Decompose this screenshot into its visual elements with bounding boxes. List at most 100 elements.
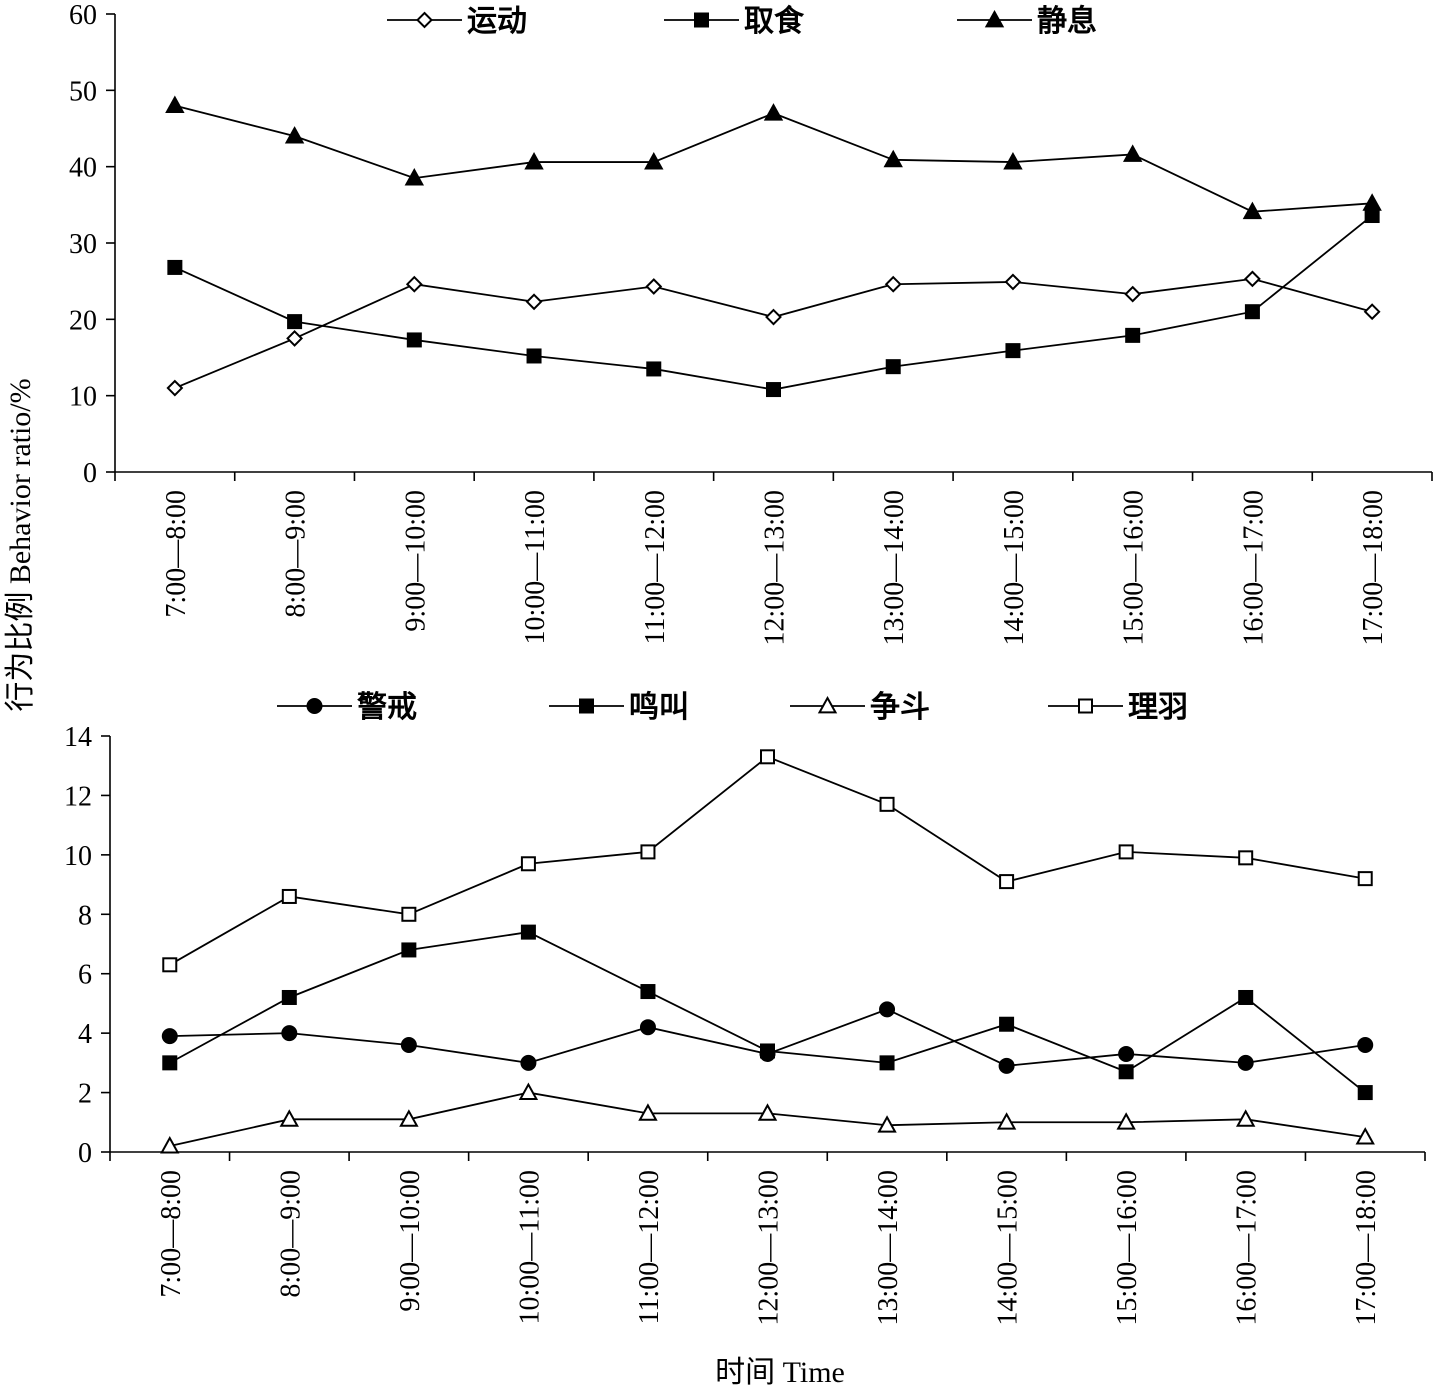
x-tick-label: 8:00—9:00 bbox=[281, 490, 312, 618]
data-point-vigilance bbox=[520, 1054, 537, 1071]
data-point-locomotion bbox=[405, 275, 423, 293]
data-point-calling bbox=[162, 1055, 178, 1071]
data-point-fighting bbox=[757, 1103, 778, 1121]
x-tick-label: 10:00—11:00 bbox=[514, 1170, 545, 1325]
data-point-resting bbox=[165, 95, 185, 113]
data-point-resting bbox=[883, 149, 903, 168]
chart-panel-top: 0 10 20 30 40 50 60 7:00—8:00 8:00—9:00 9:00—10:0… bbox=[69, 0, 1433, 646]
x-tick-label: 12:00—13:00 bbox=[760, 490, 791, 646]
data-point-feeding bbox=[1244, 304, 1260, 320]
x-axis-title: 时间 Time bbox=[715, 1356, 845, 1389]
data-point-fighting bbox=[638, 1103, 658, 1121]
legend-label-locomotion: 运动 bbox=[467, 5, 527, 38]
series-line-locomotion bbox=[174, 277, 1373, 389]
data-point-fighting bbox=[160, 1136, 180, 1154]
series-line-preening bbox=[169, 755, 1366, 966]
series-line-resting bbox=[174, 104, 1373, 213]
legend-marker-resting bbox=[984, 9, 1005, 28]
data-point-locomotion bbox=[1124, 285, 1142, 303]
data-point-locomotion bbox=[1243, 270, 1261, 288]
data-point-calling bbox=[640, 984, 656, 1000]
data-point-locomotion bbox=[645, 278, 663, 295]
data-point-calling bbox=[760, 1043, 775, 1059]
y-tick-label: 10 bbox=[69, 382, 97, 413]
legend-marker-locomotion bbox=[416, 11, 433, 29]
data-point-resting bbox=[524, 152, 544, 170]
y-tick-label: 8 bbox=[78, 900, 92, 931]
y-tick-label: 0 bbox=[78, 1138, 92, 1169]
data-point-vigilance bbox=[1118, 1045, 1135, 1062]
data-point-feeding bbox=[766, 382, 781, 398]
data-point-resting bbox=[1122, 144, 1143, 162]
data-point-resting bbox=[1362, 193, 1382, 211]
legend-label-feeding: 取食 bbox=[744, 4, 805, 38]
data-point-preening bbox=[281, 888, 297, 904]
data-point-feeding bbox=[1125, 327, 1141, 343]
data-point-calling bbox=[281, 989, 297, 1005]
data-point-feeding bbox=[1005, 343, 1021, 359]
legend-label-calling: 鸣叫 bbox=[629, 691, 689, 724]
data-point-fighting bbox=[1116, 1112, 1136, 1130]
y-tick-label: 6 bbox=[78, 960, 92, 991]
x-tick-label: 15:00—16:00 bbox=[1112, 1170, 1143, 1326]
x-tick-label: 17:00—18:00 bbox=[1351, 1170, 1382, 1326]
data-point-locomotion bbox=[1004, 273, 1022, 291]
data-point-resting bbox=[644, 152, 664, 170]
data-point-feeding bbox=[885, 359, 901, 375]
x-tick-label: 14:00—15:00 bbox=[999, 490, 1030, 646]
y-tick-label: 20 bbox=[69, 305, 97, 336]
chart-panel-bottom: 0 2 4 6 8 10 12 14 7:00—8:00 8:00—9:00 9:00—10:00 1… bbox=[64, 690, 1426, 1326]
data-point-feeding bbox=[526, 348, 542, 364]
data-point-vigilance bbox=[161, 1028, 178, 1045]
legend-marker-calling bbox=[579, 698, 594, 714]
y-tick-label: 4 bbox=[78, 1019, 92, 1050]
x-tick-label: 14:00—15:00 bbox=[993, 1170, 1024, 1326]
x-tick-label: 13:00—14:00 bbox=[873, 1170, 904, 1326]
x-tick-label: 8:00—9:00 bbox=[275, 1170, 306, 1298]
data-point-calling bbox=[401, 942, 417, 958]
y-tick-label: 14 bbox=[64, 722, 92, 753]
data-point-locomotion bbox=[884, 275, 902, 293]
legend-label-fighting: 争斗 bbox=[870, 691, 930, 724]
data-point-locomotion bbox=[1363, 303, 1381, 321]
y-tick-label: 12 bbox=[64, 781, 92, 812]
x-tick-label: 16:00—17:00 bbox=[1238, 490, 1269, 646]
data-point-preening bbox=[1357, 871, 1373, 887]
data-point-calling bbox=[1118, 1064, 1134, 1080]
data-point-preening bbox=[401, 906, 417, 922]
x-tick-label: 17:00—18:00 bbox=[1358, 490, 1389, 646]
data-point-preening bbox=[640, 844, 656, 860]
data-point-vigilance bbox=[400, 1037, 417, 1054]
x-tick-label: 9:00—10:00 bbox=[395, 1170, 426, 1312]
data-point-fighting bbox=[518, 1082, 539, 1100]
data-point-calling bbox=[999, 1016, 1015, 1032]
legend-label-vigilance: 警戒 bbox=[357, 690, 417, 724]
data-point-feeding bbox=[1364, 208, 1380, 224]
x-tick-label: 11:00—12:00 bbox=[634, 1170, 665, 1325]
y-tick-label: 0 bbox=[83, 458, 97, 489]
y-tick-label: 10 bbox=[64, 841, 92, 872]
x-tick-label: 11:00—12:00 bbox=[640, 490, 671, 645]
data-point-vigilance bbox=[879, 1001, 896, 1018]
data-point-fighting bbox=[877, 1115, 897, 1133]
data-point-locomotion bbox=[286, 330, 304, 347]
y-tick-label: 60 bbox=[69, 0, 97, 31]
data-point-preening bbox=[1118, 844, 1134, 860]
data-point-vigilance bbox=[1357, 1037, 1374, 1054]
data-point-locomotion bbox=[166, 379, 184, 397]
data-point-feeding bbox=[287, 314, 303, 330]
data-point-fighting bbox=[279, 1109, 300, 1127]
legend-label-resting: 静息 bbox=[1037, 4, 1097, 38]
data-point-feeding bbox=[646, 361, 662, 377]
data-point-resting bbox=[1003, 152, 1023, 170]
legend-marker-fighting bbox=[817, 695, 838, 714]
y-tick-label: 2 bbox=[78, 1079, 92, 1110]
data-point-feeding bbox=[406, 332, 422, 348]
data-point-calling bbox=[1357, 1085, 1373, 1101]
data-point-calling bbox=[879, 1055, 895, 1071]
y-tick-label: 50 bbox=[69, 76, 97, 107]
data-point-fighting bbox=[1235, 1109, 1256, 1127]
x-tick-label: 7:00—8:00 bbox=[156, 1170, 187, 1298]
data-point-vigilance bbox=[998, 1057, 1015, 1074]
data-point-vigilance bbox=[639, 1019, 656, 1036]
